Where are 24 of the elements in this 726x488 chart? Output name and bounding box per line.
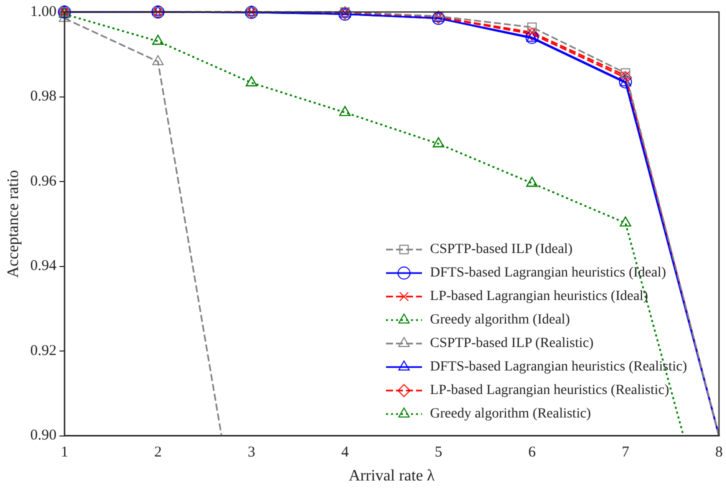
x-axis-title: Arrival rate λ: [348, 468, 435, 485]
y-tick-label: 0.90: [30, 428, 56, 444]
y-tick-label: 0.92: [30, 342, 56, 359]
x-tick-label: 5: [434, 444, 442, 461]
legend-label: LP-based Lagrangian heuristics (Realistic): [430, 383, 670, 398]
legend-label: DFTS-based Lagrangian heuristics (Realistic): [430, 360, 688, 375]
x-tick-label: 7: [622, 444, 630, 461]
legend-label: Greedy algorithm (Ideal): [430, 312, 570, 328]
legend-label: Greedy algorithm (Realistic): [430, 406, 592, 422]
y-tick-label: 0.96: [30, 173, 57, 190]
legend-label: DFTS-based Lagrangian heuristics (Ideal): [430, 266, 666, 281]
y-tick-label: 1.00: [30, 4, 56, 20]
legend-label: LP-based Lagrangian heuristics (Ideal): [430, 289, 648, 304]
x-tick-label: 6: [528, 444, 536, 461]
x-tick-label: 4: [341, 444, 350, 461]
y-axis-title: Acceptance ratio: [4, 170, 22, 278]
x-tick-label: 2: [154, 444, 162, 461]
x-tick-label: 8: [715, 444, 723, 461]
y-tick-label: 0.94: [30, 258, 57, 274]
x-tick-label: 1: [60, 444, 68, 461]
x-tick-label: 3: [248, 444, 256, 461]
legend-label: CSPTP-based ILP (Realistic): [430, 336, 594, 352]
y-tick-label: 0.98: [30, 88, 56, 105]
legend-label: CSPTP-based ILP (Ideal): [430, 242, 573, 258]
